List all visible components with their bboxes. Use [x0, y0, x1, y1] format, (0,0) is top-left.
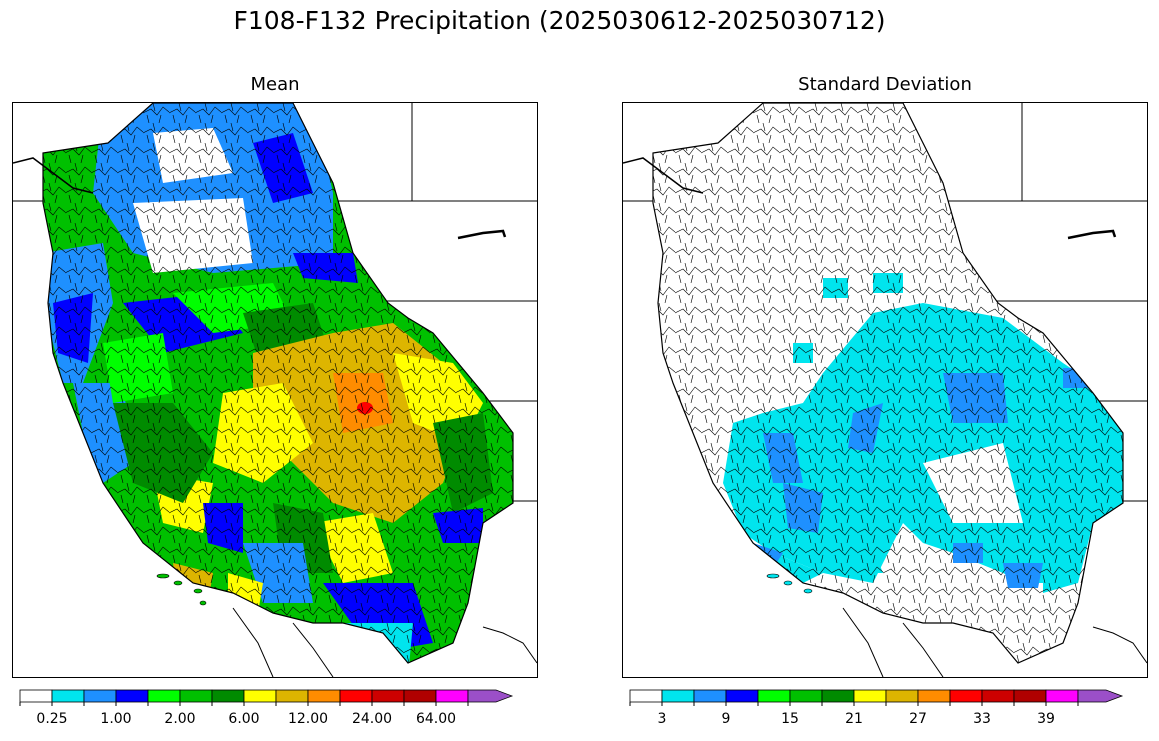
mean-colorbar-swatch — [243, 689, 277, 703]
sd-colorbar — [629, 689, 1124, 706]
sd-colorbar-swatch — [1077, 689, 1124, 703]
sd-colorbar-swatch — [949, 689, 983, 703]
sd-colorbar-label: 15 — [781, 711, 799, 727]
mean-colorbar-swatch — [307, 689, 341, 703]
sd-colorbar-swatch — [629, 689, 663, 703]
mean-colorbar-label: 24.00 — [351, 711, 393, 727]
sd-colorbar-swatch — [725, 689, 759, 703]
sd-colorbar-swatch — [821, 689, 855, 703]
mean-colorbar-swatch — [371, 689, 405, 703]
sd-colorbar-swatch — [661, 689, 695, 703]
mean-colorbar-label: 12.00 — [287, 711, 329, 727]
mean-basin-fills — [43, 103, 513, 663]
mean-colorbar — [19, 689, 514, 706]
mean-colorbar-swatch — [275, 689, 309, 703]
mean-colorbar-swatch — [147, 689, 181, 703]
sd-colorbar-label: 33 — [973, 711, 991, 727]
sd-colorbar-label: 27 — [909, 711, 927, 727]
sd-colorbar-swatch — [693, 689, 727, 703]
sd-colorbar-swatch — [853, 689, 887, 703]
mean-map-canvas — [13, 103, 537, 677]
sd-colorbar-label: 3 — [657, 711, 667, 727]
mean-colorbar-label: 64.00 — [415, 711, 457, 727]
mean-panel-title: Mean — [250, 74, 300, 95]
mean-precipitation-map — [12, 102, 538, 678]
sd-colorbar-swatch — [789, 689, 823, 703]
sd-panel-title: Standard Deviation — [798, 74, 972, 95]
mean-colorbar-swatch — [115, 689, 149, 703]
sd-map-canvas — [623, 103, 1147, 677]
sd-colorbar-label: 9 — [721, 711, 731, 727]
mean-colorbar-swatch — [339, 689, 373, 703]
mean-colorbar-swatch — [83, 689, 117, 703]
sd-precipitation-map — [622, 102, 1148, 678]
mean-colorbar-label: 1.00 — [100, 711, 132, 727]
sd-colorbar-swatch — [1013, 689, 1047, 703]
sd-colorbar-swatch — [1045, 689, 1079, 703]
figure-title: F108-F132 Precipitation (2025030612-2025… — [233, 6, 886, 35]
sd-colorbar-swatch — [885, 689, 919, 703]
mean-colorbar-label: 6.00 — [228, 711, 260, 727]
mean-colorbar-swatch — [211, 689, 245, 703]
mean-colorbar-swatch — [51, 689, 85, 703]
mean-colorbar-label: 2.00 — [164, 711, 196, 727]
sd-colorbar-swatch — [757, 689, 791, 703]
sd-basin-fills — [653, 103, 1123, 663]
mean-colorbar-swatch — [179, 689, 213, 703]
sd-colorbar-swatch — [917, 689, 951, 703]
mean-colorbar-swatch — [435, 689, 469, 703]
mean-colorbar-swatch — [19, 689, 53, 703]
mean-colorbar-label: 0.25 — [36, 711, 68, 727]
sd-colorbar-label: 21 — [845, 711, 863, 727]
sd-colorbar-swatch — [981, 689, 1015, 703]
sd-colorbar-label: 39 — [1037, 711, 1055, 727]
mean-colorbar-swatch — [403, 689, 437, 703]
mean-colorbar-swatch — [467, 689, 514, 703]
